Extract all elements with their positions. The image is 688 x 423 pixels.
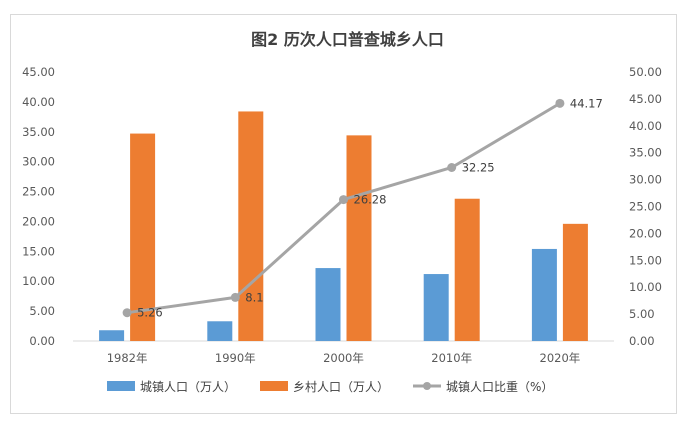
bar-rural (346, 135, 372, 341)
urban-ratio-point (555, 98, 565, 108)
y-left-tick-label: 45.00 (22, 65, 55, 79)
urban-ratio-point (122, 308, 132, 318)
bar-urban (315, 268, 341, 341)
legend-swatch-marker-2 (423, 382, 431, 390)
x-tick-label: 1982年 (107, 351, 148, 365)
y-right-tick-label: 35.00 (629, 146, 662, 160)
urban-ratio-point (230, 292, 240, 302)
y-left-tick-label: 10.00 (22, 274, 55, 288)
legend-label-1: 乡村人口（万人） (293, 380, 389, 394)
y-right-tick-label: 20.00 (629, 226, 662, 240)
y-right-tick-label: 5.00 (629, 307, 655, 321)
legend-label-0: 城镇人口（万人） (140, 380, 236, 394)
bar-rural (454, 198, 480, 341)
y-right-tick-label: 40.00 (629, 119, 662, 133)
legend-swatch-1 (260, 381, 288, 391)
bar-urban (207, 321, 233, 341)
x-tick-label: 1990年 (215, 351, 256, 365)
x-tick-label: 2010年 (431, 351, 472, 365)
y-left-tick-label: 5.00 (29, 304, 55, 318)
y-right-tick-label: 25.00 (629, 200, 662, 214)
urban-ratio-data-label: 8.1 (245, 290, 263, 304)
urban-ratio-point (339, 195, 348, 205)
urban-ratio-data-label: 44.17 (570, 96, 603, 110)
chart-frame: 图2 历次人口普查城乡人口 0.00 5.00 10.00 15.00 20.00 25.0… (10, 14, 677, 414)
legend-swatch-0 (107, 381, 135, 391)
bar-urban (99, 330, 125, 341)
y-left-tick-label: 25.00 (22, 185, 55, 199)
y-right-tick-label: 0.00 (629, 334, 655, 348)
y-left-tick-label: 15.00 (22, 244, 55, 258)
y-left-tick-label: 40.00 (22, 95, 55, 109)
chart-svg: 图2 历次人口普查城乡人口 0.00 5.00 10.00 15.00 20.00 25.0… (22, 30, 662, 394)
urban-ratio-data-label: 5.26 (137, 306, 163, 320)
urban-ratio-data-label: 32.25 (462, 160, 495, 174)
y-right-tick-label: 15.00 (629, 253, 662, 267)
bar-rural (562, 223, 588, 341)
x-tick-label: 2020年 (540, 351, 581, 365)
y-left-tick-label: 20.00 (22, 214, 55, 228)
urban-ratio-line (126, 102, 561, 315)
y-right-tick-label: 50.00 (629, 65, 662, 79)
urban-ratio-point (447, 162, 457, 172)
bar-urban (423, 274, 449, 341)
x-tick-label: 2000年 (323, 351, 364, 365)
y-left-tick-label: 0.00 (29, 334, 55, 348)
y-right-tick-label: 45.00 (629, 92, 662, 106)
legend-label-2: 城镇人口比重（%） (446, 380, 553, 394)
urban-ratio-data-label: 26.28 (354, 193, 387, 207)
y-right-tick-label: 10.00 (629, 280, 662, 294)
bar-urban (531, 248, 557, 341)
y-left-tick-label: 30.00 (22, 155, 55, 169)
chart-title: 图2 历次人口普查城乡人口 (251, 30, 444, 49)
y-left-tick-label: 35.00 (22, 125, 55, 139)
y-right-tick-label: 30.00 (629, 173, 662, 187)
bar-rural (130, 133, 156, 341)
bar-rural (238, 111, 264, 341)
